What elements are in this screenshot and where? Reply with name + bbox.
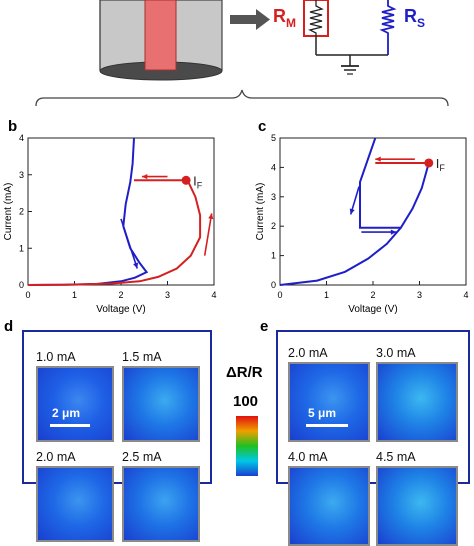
y-tick-label: 0	[19, 280, 24, 290]
ground-symbol	[316, 54, 388, 75]
series-line	[27, 179, 202, 286]
if-marker	[424, 158, 434, 168]
x-axis-label: Voltage (V)	[96, 304, 145, 315]
colorbar-max: 100	[233, 393, 259, 410]
reflectance-map	[122, 466, 200, 542]
y-axis-label: Current (mA)	[3, 183, 14, 241]
current-label: 4.5 mA	[376, 450, 416, 464]
colorbar-title: ΔR/R	[226, 364, 263, 381]
rs-label: RS	[404, 6, 425, 30]
x-tick-label: 1	[324, 290, 329, 300]
reflectance-map	[36, 466, 114, 542]
series-line	[359, 137, 401, 229]
panel-label-d: d	[4, 318, 14, 335]
y-tick-label: 3	[271, 192, 276, 202]
schematic: RM RS	[35, 0, 449, 107]
series-line	[27, 137, 149, 286]
current-label: 3.0 mA	[376, 346, 416, 360]
rm-label: RM	[273, 6, 296, 30]
rm-resistor	[303, 0, 329, 55]
x-tick-label: 4	[211, 290, 216, 300]
current-label: 2.0 mA	[288, 346, 328, 360]
y-tick-label: 4	[19, 133, 24, 143]
direction-arrow	[349, 186, 360, 215]
reflectance-map	[122, 366, 200, 442]
reflectance-map	[36, 366, 114, 442]
reflectance-map	[288, 466, 370, 546]
y-tick-label: 5	[271, 133, 276, 143]
direction-arrow	[120, 218, 139, 269]
scale-bar-label: 5 μm	[308, 406, 337, 420]
x-tick-label: 3	[165, 290, 170, 300]
scale-bar	[50, 424, 90, 427]
direction-arrow	[375, 156, 415, 162]
device-cylinder	[99, 0, 223, 81]
panel-label-e: e	[260, 318, 269, 335]
if-label: IF	[436, 156, 446, 173]
plot-frame	[27, 137, 215, 286]
y-tick-label: 2	[19, 207, 24, 217]
scale-bar	[306, 424, 348, 427]
chart-b: 0 1 2 3 4 0 1 2 3 4 Voltage (V) Current (mA) IF	[3, 133, 217, 315]
y-tick-label: 1	[271, 251, 276, 261]
y-axis-label: Current (mA)	[255, 183, 266, 241]
chart-c: 0 1 2 3 4 0 1 2 3 4 5 Voltage (V) Current (mA) IF	[255, 133, 469, 315]
rs-resistor	[379, 0, 397, 55]
current-label: 1.5 mA	[122, 350, 162, 364]
current-label: 2.0 mA	[36, 450, 76, 464]
x-tick-label: 2	[118, 290, 123, 300]
y-tick-label: 1	[19, 243, 24, 253]
x-tick-label: 2	[370, 290, 375, 300]
if-label: IF	[193, 173, 203, 190]
x-tick-label: 4	[463, 290, 468, 300]
panel-label-c: c	[258, 118, 267, 135]
reflectance-map	[288, 362, 370, 442]
process-arrow	[230, 9, 270, 30]
direction-arrow	[203, 213, 214, 256]
direction-arrow	[141, 173, 168, 180]
current-label: 2.5 mA	[122, 450, 162, 464]
series-line	[279, 162, 430, 286]
colorbar	[236, 416, 258, 476]
x-tick-label: 3	[417, 290, 422, 300]
scale-bar-label: 2 μm	[52, 406, 81, 420]
y-tick-label: 4	[271, 162, 276, 172]
x-axis-label: Voltage (V)	[348, 304, 397, 315]
current-label: 1.0 mA	[36, 350, 76, 364]
x-tick-label: 1	[72, 290, 77, 300]
panel-label-b: b	[8, 118, 18, 135]
brace	[35, 89, 449, 107]
if-marker	[181, 175, 191, 185]
direction-arrow	[361, 229, 397, 235]
y-tick-label: 0	[271, 280, 276, 290]
x-tick-label: 0	[277, 290, 282, 300]
reflectance-map	[376, 362, 458, 442]
current-label: 4.0 mA	[288, 450, 328, 464]
reflectance-map	[376, 466, 458, 546]
y-tick-label: 3	[19, 170, 24, 180]
y-tick-label: 2	[271, 221, 276, 231]
x-tick-label: 0	[25, 290, 30, 300]
